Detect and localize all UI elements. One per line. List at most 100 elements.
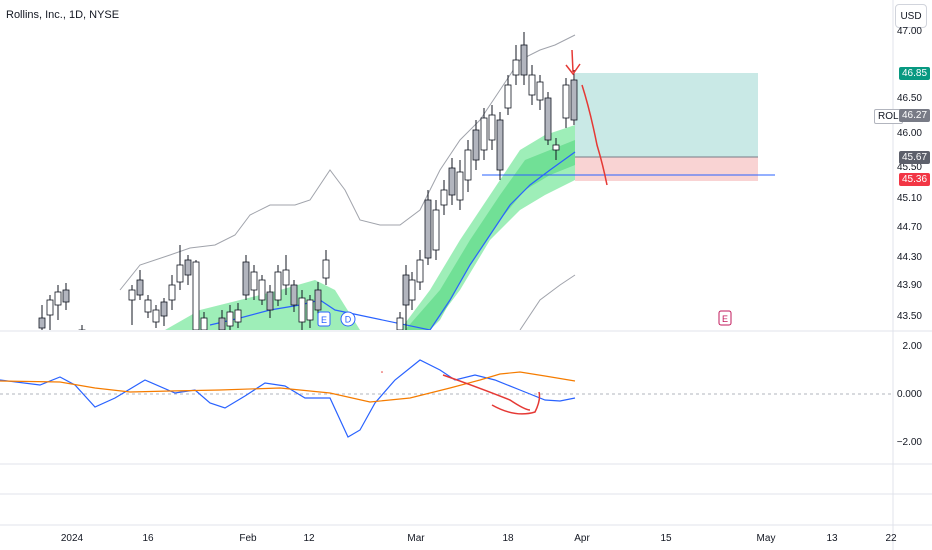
time-axis-label: 13 [826,533,838,544]
candle-body [306,299,314,321]
candle-body [488,114,496,141]
candle-body [480,117,488,151]
earnings-marker-shape [317,311,331,327]
candle-body [552,144,560,151]
candle-body [504,84,512,109]
annotation-dot [381,371,383,373]
candle-body [290,284,298,306]
candle-body [266,291,274,311]
earnings-marker: E [317,311,331,327]
osc-axis-label: 0.000 [896,389,922,400]
candle-body [448,167,456,196]
candle-body [62,289,70,303]
candle-body [38,317,46,329]
price-axis-label: 43.90 [896,280,922,291]
time-axis-label: May [756,533,776,544]
candle-body [234,309,242,323]
price-axis-label: 43.50 [896,311,922,322]
oscillator-slow-line [0,371,576,403]
time-axis-label: 12 [303,533,315,544]
candle-body [322,259,330,279]
time-axis-label: 22 [885,533,897,544]
osc-axis-label: −2.00 [896,437,922,448]
upcoming-earnings-marker-label: E [722,314,728,324]
candle-body [314,289,322,311]
stop-zone [575,157,758,181]
candle-body [528,74,536,96]
currency-button[interactable]: USD [895,4,927,28]
earnings-marker-label: E [321,315,327,325]
channel-band [165,125,575,330]
price-axis-label: 45.50 [896,162,922,173]
price-axis-label: 44.30 [896,252,922,263]
symbol-tag: ROL [874,109,903,124]
candle-body [200,317,208,330]
candle-body [298,297,306,323]
candle-body [282,269,290,286]
candle-body [144,299,152,313]
target-zone [575,73,758,157]
candle-body [226,311,234,327]
dividend-marker-label: D [345,315,352,325]
candle-body [496,119,504,171]
upper-envelope-line [119,34,576,291]
chart-title: Rollins, Inc., 1D, NYSE [6,9,120,21]
candle-body [136,279,144,296]
annotation-drawn-line [581,84,608,186]
candle-body [544,97,552,141]
time-axis-label: 15 [660,533,672,544]
candle-body [128,289,136,301]
time-axis-label: Mar [407,533,425,544]
annotation-oscillator-line [442,374,531,411]
stop-price-tag: 45.36 [899,173,931,186]
candle-body [46,299,54,316]
candle-body [432,209,440,251]
time-axis-label: 16 [142,533,154,544]
annotation-arrow [565,49,581,76]
lower-envelope-line [519,274,576,330]
moving-average-line [209,151,576,330]
candle-body [424,199,432,259]
candle-body [176,264,184,283]
candle-body [408,279,416,301]
oscillator-fast-line [0,359,576,438]
price-axis-label: 46.50 [896,93,922,104]
candle-body [184,259,192,276]
candle-body [258,279,266,301]
candle-body [160,301,168,317]
price-axis-label: 45.10 [896,193,922,204]
candle-body [402,274,410,306]
candle-body [152,309,160,323]
candle-body [520,44,528,76]
candle-body [250,271,258,291]
dividend-marker-shape [340,311,356,327]
time-axis-label: Apr [574,533,590,544]
upcoming-earnings-marker-shape [718,310,732,326]
current-price-tag: 46.27 [899,109,931,122]
candle-body [218,317,226,330]
time-axis-label: 18 [502,533,514,544]
price-axis-label: 46.00 [896,128,922,139]
candle-body [472,129,480,161]
candle-body [440,189,448,206]
candle-body [192,261,200,330]
time-axis-label: Feb [239,533,257,544]
candle-body [168,284,176,301]
candle-body [416,259,424,283]
candle-body [512,59,520,76]
candle-body [396,317,404,330]
entry-price-tag: 45.67 [899,151,931,164]
osc-axis-label: 2.00 [902,341,922,352]
candle-body [274,271,282,301]
dividend-marker: D [340,311,356,327]
candle-body [464,149,472,181]
annotation-oscillator-curve [491,391,541,415]
candle-body [54,291,62,306]
price-axis-label: 47.00 [896,26,922,37]
time-axis-label: 2024 [60,533,84,544]
candle-body [242,261,250,296]
candle-body [456,171,464,201]
candle-body [536,81,544,101]
target-price-tag: 46.85 [899,67,931,80]
